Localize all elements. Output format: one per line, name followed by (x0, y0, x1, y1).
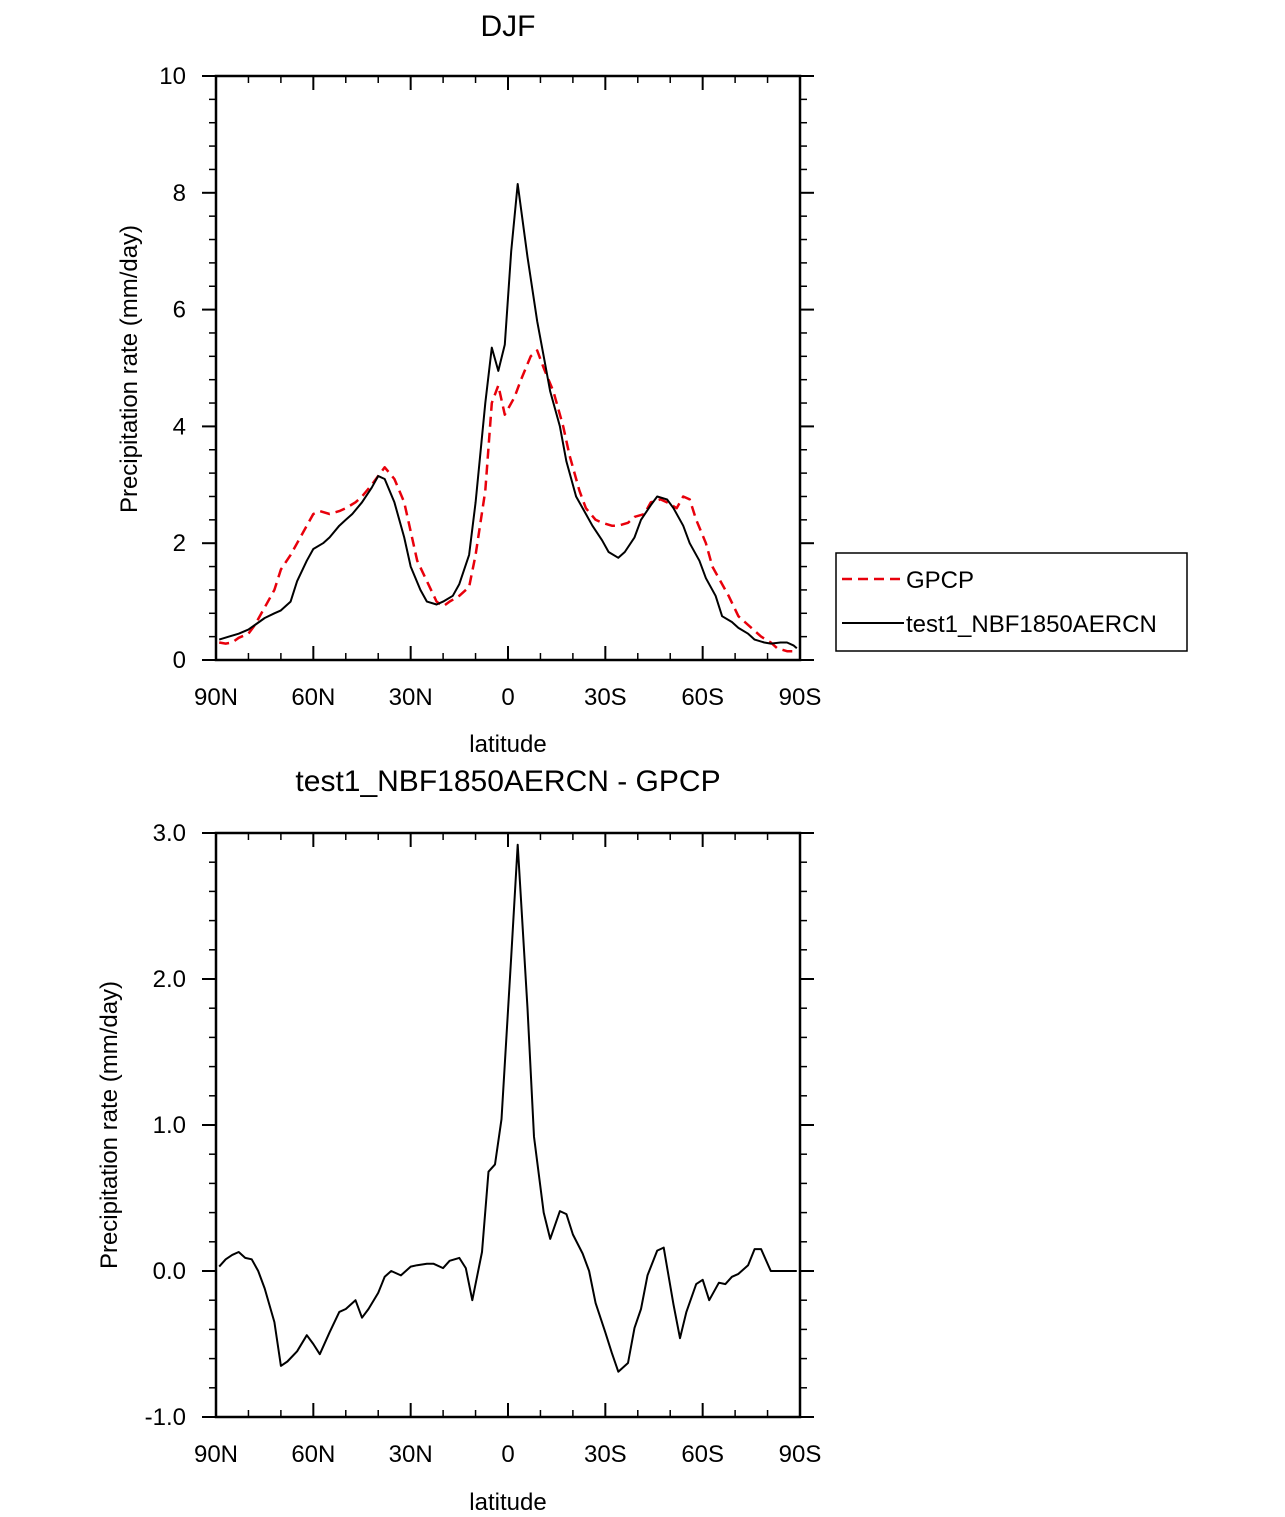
series-line-gpcp (218, 349, 797, 653)
y-axis-label: Precipitation rate (mm/day) (116, 225, 143, 513)
legend-label-gpcp: GPCP (906, 567, 974, 594)
y-tick-label: 4 (173, 413, 186, 440)
legend-label-test1: test1_NBF1850AERCN (906, 611, 1157, 638)
y-tick-label: 0.0 (153, 1258, 186, 1285)
x-tick-label: 30N (389, 1441, 433, 1468)
x-tick-label: 90S (779, 684, 822, 711)
x-tick-label: 90N (194, 684, 238, 711)
x-axis-label: latitude (469, 731, 546, 758)
x-tick-label: 60N (291, 684, 335, 711)
x-tick-label: 60S (681, 1441, 724, 1468)
y-tick-label: -1.0 (145, 1404, 186, 1431)
x-tick-label: 0 (501, 684, 514, 711)
legend-box (835, 552, 1188, 652)
axis-ticks (202, 832, 814, 1418)
x-tick-label: 60S (681, 684, 724, 711)
x-tick-label: 60N (291, 1441, 335, 1468)
y-axis-label: Precipitation rate (mm/day) (96, 981, 123, 1269)
axis-ticks (202, 75, 814, 661)
y-tick-label: 8 (173, 180, 186, 207)
legend: GPCP test1_NBF1850AERCN (835, 552, 1188, 652)
y-tick-label: 2.0 (153, 966, 186, 993)
y-tick-label: 6 (173, 297, 186, 324)
x-tick-label: 0 (501, 1441, 514, 1468)
x-tick-label: 30S (584, 1441, 627, 1468)
chart-title: DJF (481, 10, 536, 43)
y-tick-label: 3.0 (153, 820, 186, 847)
x-tick-label: 90S (779, 1441, 822, 1468)
tick-labels: 90N 60N 30N 0 30S 60S 90S -1.0 0.0 1.0 2.0 3.0 (145, 820, 822, 1468)
panel-djf: DJF Precipitation rate (mm/day) latitude… (116, 10, 1188, 758)
x-tick-label: 30N (389, 684, 433, 711)
plot-frame (214, 831, 802, 1419)
panel-difference: test1_NBF1850AERCN - GPCP Precipitation … (96, 765, 821, 1516)
series-line-test1-nbf1850aercn (218, 183, 798, 650)
plot-lines (218, 183, 798, 653)
y-tick-label: 10 (159, 63, 186, 90)
y-tick-label: 0 (173, 647, 186, 674)
series-line-test1-nbf1850aercn-gpcp (218, 843, 797, 1373)
tick-labels: 90N 60N 30N 0 30S 60S 90S 0 2 4 6 8 10 (159, 63, 821, 711)
x-axis-label: latitude (469, 1489, 546, 1516)
y-tick-label: 1.0 (153, 1112, 186, 1139)
x-tick-label: 30S (584, 684, 627, 711)
plot-frame (214, 74, 802, 662)
chart-title: test1_NBF1850AERCN - GPCP (295, 765, 720, 798)
plot-lines (218, 843, 797, 1373)
x-tick-label: 90N (194, 1441, 238, 1468)
y-tick-label: 2 (173, 530, 186, 557)
